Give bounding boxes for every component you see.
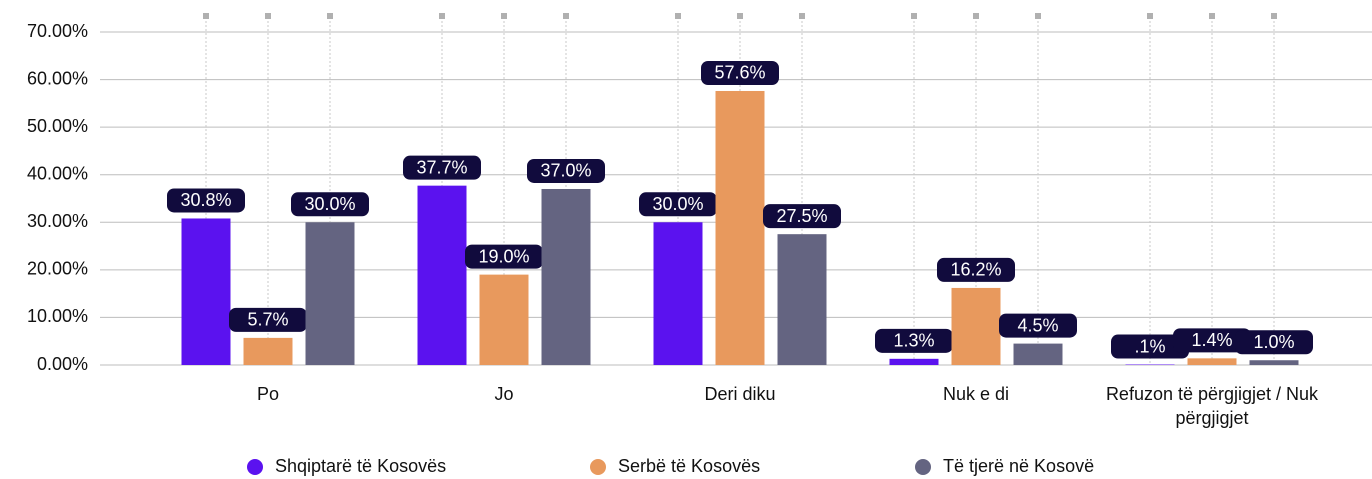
data-label-bg [167, 188, 245, 213]
data-label: 57.6% [701, 60, 779, 85]
data-label-bg [1235, 330, 1313, 355]
bar [243, 337, 293, 365]
y-tick-label: 0.00% [37, 354, 88, 374]
data-label-text: 5.7% [247, 310, 288, 330]
bar [541, 188, 591, 365]
data-label: 1.0% [1235, 330, 1313, 355]
data-label: 19.0% [465, 244, 543, 269]
guide-marker [265, 13, 271, 19]
bar [305, 222, 355, 365]
data-label-text: 30.8% [180, 190, 231, 210]
data-label-text: 27.5% [776, 206, 827, 226]
y-tick-label: 40.00% [27, 163, 88, 183]
data-label-text: 30.0% [304, 194, 355, 214]
y-tick-label: 20.00% [27, 259, 88, 279]
data-label-text: 1.0% [1253, 332, 1294, 352]
legend-marker [590, 458, 606, 475]
data-label-text: .1% [1134, 336, 1165, 356]
guide-marker [439, 13, 445, 19]
guide-marker [563, 13, 569, 19]
bar [889, 358, 939, 365]
legend-marker [915, 458, 931, 475]
data-label-bg [875, 328, 953, 353]
guide-marker [1209, 13, 1215, 19]
bar [1249, 360, 1299, 365]
guide-marker [1271, 13, 1277, 19]
data-label: 37.0% [527, 158, 605, 183]
data-label-text: 19.0% [478, 246, 529, 266]
data-label-bg [937, 257, 1015, 282]
x-tick-label: Deri diku [704, 384, 776, 404]
bar [653, 222, 703, 365]
y-tick-label: 30.00% [27, 211, 88, 231]
y-tick-label: 70.00% [27, 21, 88, 41]
guide-marker [799, 13, 805, 19]
data-label-bg [1111, 334, 1189, 359]
legend-item: Shqiptarë të Kosovës [247, 456, 446, 477]
y-tick-label: 10.00% [27, 306, 88, 326]
guide-marker [675, 13, 681, 19]
data-label-text: 37.7% [416, 157, 467, 177]
data-label-text: 16.2% [950, 260, 1001, 280]
data-label-text: 57.6% [714, 63, 765, 83]
guide-marker [1147, 13, 1153, 19]
data-label: 30.0% [291, 192, 369, 217]
bar [951, 287, 1001, 365]
data-label: 1.3% [875, 328, 953, 353]
data-label-bg [403, 155, 481, 180]
bar [181, 218, 231, 365]
y-tick-label: 60.00% [27, 68, 88, 88]
data-label-bg [1173, 328, 1251, 353]
data-label: 30.8% [167, 188, 245, 213]
bar [479, 274, 529, 365]
data-label: 5.7% [229, 307, 307, 332]
x-tick-label: Refuzon të përgjigjet / Nuk përgjigjet [1105, 384, 1319, 428]
x-tick-label: Po [256, 384, 280, 404]
legend-label: Të tjerë në Kosovë [943, 456, 1095, 476]
guide-marker [911, 13, 917, 19]
bar [1187, 358, 1237, 365]
data-label-bg [701, 60, 779, 85]
x-tick-label: Jo [494, 384, 514, 404]
guide-marker [203, 13, 209, 19]
data-label: 27.5% [763, 204, 841, 229]
bar [417, 185, 467, 365]
data-label-text: 1.4% [1191, 330, 1232, 350]
data-label-text: 1.3% [893, 331, 934, 351]
bar [715, 90, 765, 365]
guide-marker [1035, 13, 1041, 19]
data-label-bg [229, 307, 307, 332]
bar [777, 234, 827, 365]
guide-marker [327, 13, 333, 19]
data-label: 4.5% [999, 313, 1077, 338]
legend-label: Shqiptarë të Kosovës [275, 456, 447, 476]
data-label-bg [527, 158, 605, 183]
data-label: .1% [1111, 334, 1189, 359]
data-label-bg [639, 192, 717, 217]
y-tick-label: 50.00% [27, 116, 88, 136]
data-label-bg [763, 204, 841, 229]
guide-marker [737, 13, 743, 19]
data-label-text: 4.5% [1017, 315, 1058, 335]
data-label-text: 30.0% [652, 194, 703, 214]
guide-marker [501, 13, 507, 19]
bar [1013, 343, 1063, 365]
guide-marker [973, 13, 979, 19]
legend-item: Serbë të Kosovës [590, 456, 760, 477]
data-label-text: 37.0% [540, 161, 591, 181]
data-label-bg [999, 313, 1077, 338]
data-label: 30.0% [639, 192, 717, 217]
data-label: 37.7% [403, 155, 481, 180]
x-tick-label: Nuk e di [942, 384, 1010, 404]
legend-item: Të tjerë në Kosovë [915, 456, 1094, 477]
data-label-bg [465, 244, 543, 269]
data-label: 16.2% [937, 257, 1015, 282]
data-label-bg [291, 192, 369, 217]
legend-label: Serbë të Kosovës [618, 456, 761, 476]
data-label: 1.4% [1173, 328, 1251, 353]
legend-marker [247, 458, 263, 475]
